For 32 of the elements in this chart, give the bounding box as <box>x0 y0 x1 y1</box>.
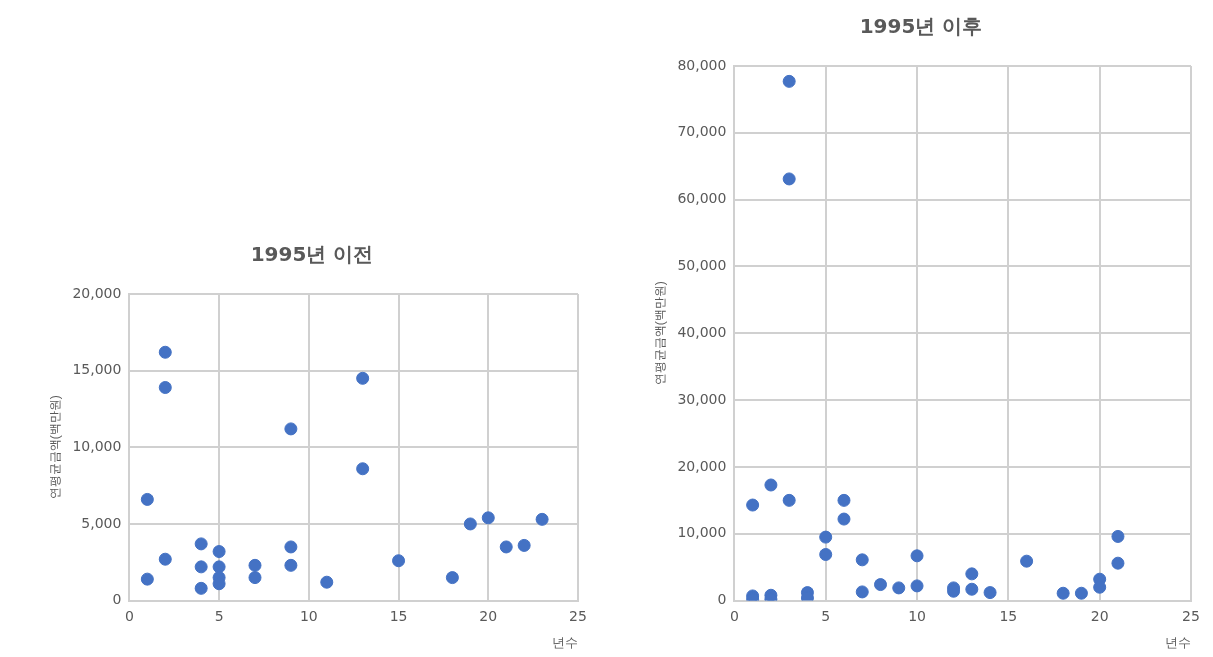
x-tick-label: 5 <box>214 607 224 624</box>
y-tick-label: 0 <box>717 591 727 608</box>
y-tick-label: 10,000 <box>677 524 727 541</box>
x-tick-label: 5 <box>821 607 831 624</box>
y-axis-title: 연평균금액(백만원) <box>652 281 667 386</box>
chart-title: 1995년 이전 <box>250 242 374 267</box>
chart-title: 1995년 이후 <box>859 14 983 39</box>
x-tick-label: 20 <box>1090 607 1109 624</box>
y-tick-label: 5,000 <box>81 514 122 531</box>
x-tick-label: 15 <box>999 607 1018 624</box>
y-tick-label: 50,000 <box>677 257 727 274</box>
y-tick-label: 15,000 <box>72 361 122 378</box>
x-tick-label: 25 <box>569 607 587 624</box>
y-tick-label: 40,000 <box>677 323 727 340</box>
x-axis-title: 년수 <box>552 634 578 650</box>
y-tick-label: 20,000 <box>72 284 122 301</box>
x-tick-label: 10 <box>908 607 926 624</box>
y-tick-label: 70,000 <box>677 123 727 140</box>
x-tick-label: 10 <box>299 607 318 624</box>
y-tick-label: 80,000 <box>677 56 727 73</box>
x-tick-label: 20 <box>479 607 498 624</box>
x-tick-label: 0 <box>124 607 134 624</box>
x-tick-label: 25 <box>1182 607 1200 624</box>
y-tick-label: 10,000 <box>72 437 122 454</box>
y-axis-title: 연평균금액(백만원) <box>47 395 62 500</box>
x-tick-label: 15 <box>389 607 408 624</box>
y-tick-label: 20,000 <box>677 457 727 474</box>
y-tick-label: 0 <box>112 591 122 608</box>
y-tick-label: 60,000 <box>677 190 727 207</box>
x-tick-label: 0 <box>729 607 739 624</box>
y-tick-label: 30,000 <box>677 390 727 407</box>
x-axis-title: 년수 <box>1165 634 1191 650</box>
